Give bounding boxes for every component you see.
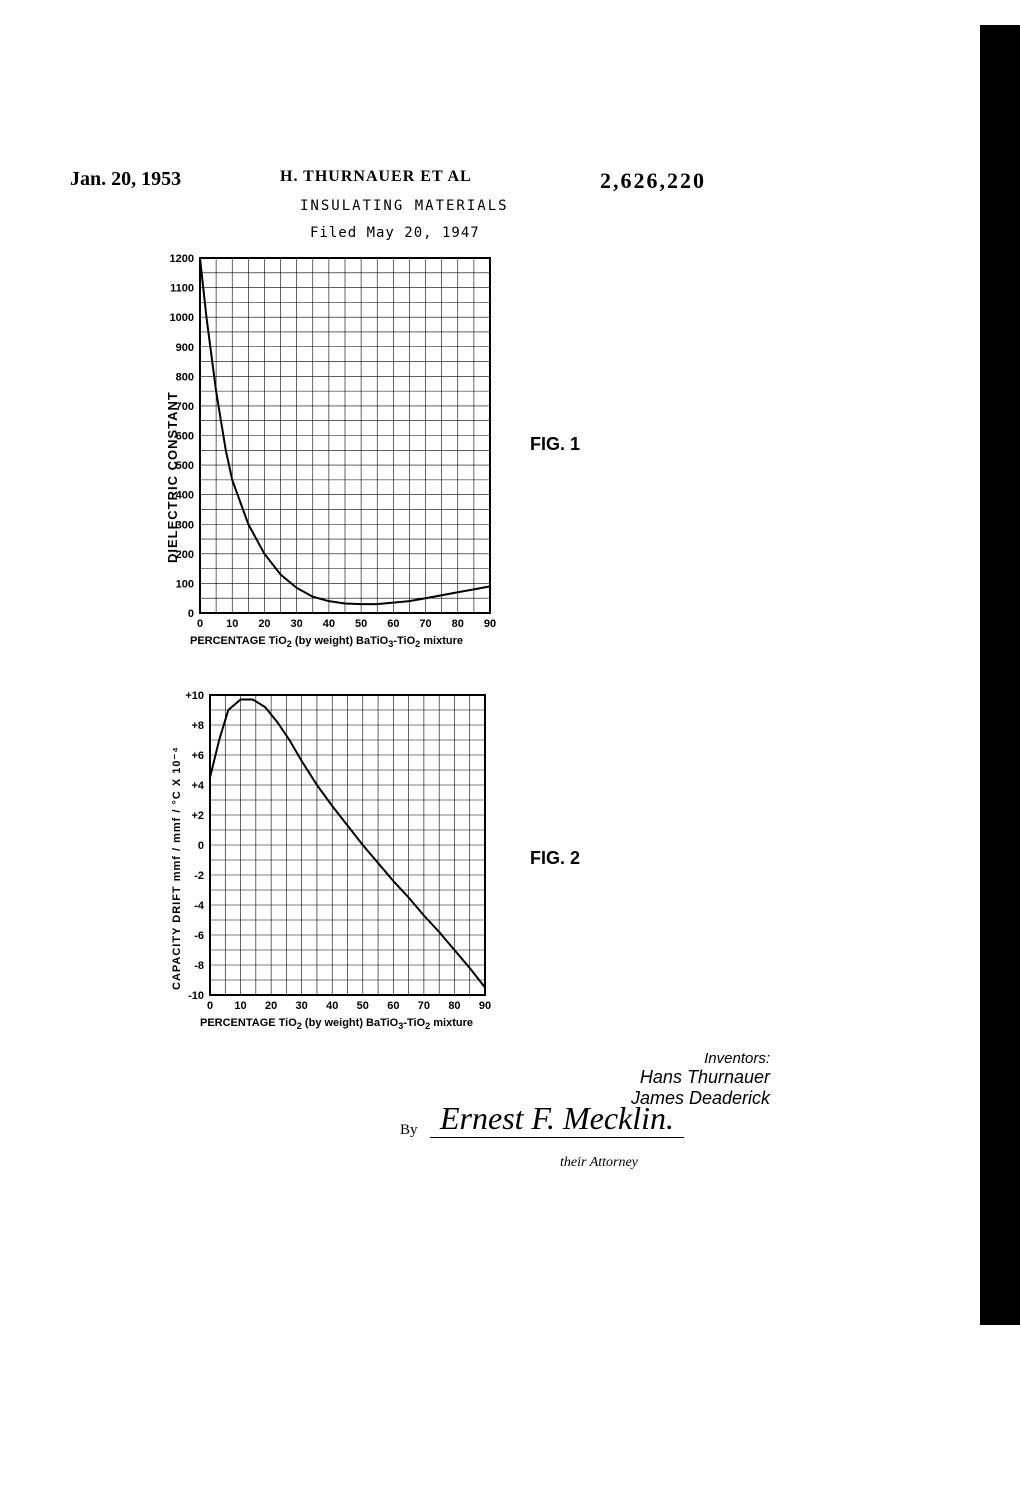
attorney-label: their Attorney (560, 1155, 638, 1171)
svg-text:30: 30 (296, 1000, 308, 1012)
svg-text:10: 10 (234, 1000, 246, 1012)
svg-text:60: 60 (387, 1000, 399, 1012)
svg-text:40: 40 (326, 1000, 338, 1012)
svg-text:+8: +8 (191, 720, 204, 732)
svg-text:-4: -4 (194, 900, 205, 912)
svg-text:20: 20 (265, 1000, 277, 1012)
svg-text:0: 0 (207, 1000, 213, 1012)
fig2-label: FIG. 2 (530, 848, 580, 869)
svg-text:0: 0 (198, 840, 204, 852)
inventor-1: Hans Thurnauer (530, 1067, 770, 1088)
by-label: By (400, 1122, 418, 1139)
svg-text:-10: -10 (188, 990, 204, 1002)
fig2-chart: 0 10 20 30 40 50 60 70 80 90 -10 -8 -6 -4 -2 0 +2 +4 +6 +8 +… (0, 0, 1020, 1498)
svg-text:90: 90 (479, 1000, 491, 1012)
svg-text:80: 80 (448, 1000, 460, 1012)
inventors-label: Inventors: (530, 1050, 770, 1067)
attorney-signature: Ernest F. Mecklin. (430, 1100, 684, 1138)
svg-text:-8: -8 (194, 960, 204, 972)
svg-text:-2: -2 (194, 870, 204, 882)
patent-page: Jan. 20, 1953 H. THURNAUER ET AL 2,626,2… (0, 0, 1020, 1498)
svg-text:-6: -6 (194, 930, 204, 942)
svg-text:+2: +2 (191, 810, 204, 822)
fig2-x-axis-label: PERCENTAGE TiO2 (by weight) BaTiO3-TiO2 … (200, 1017, 473, 1031)
svg-text:+4: +4 (191, 780, 204, 792)
svg-text:50: 50 (357, 1000, 369, 1012)
svg-text:+10: +10 (185, 690, 204, 702)
fig2-y-axis-label: CAPACITY DRIFT mmf / mmf / °C X 10⁻⁴ (170, 746, 183, 990)
svg-text:70: 70 (418, 1000, 430, 1012)
svg-text:+6: +6 (191, 750, 204, 762)
